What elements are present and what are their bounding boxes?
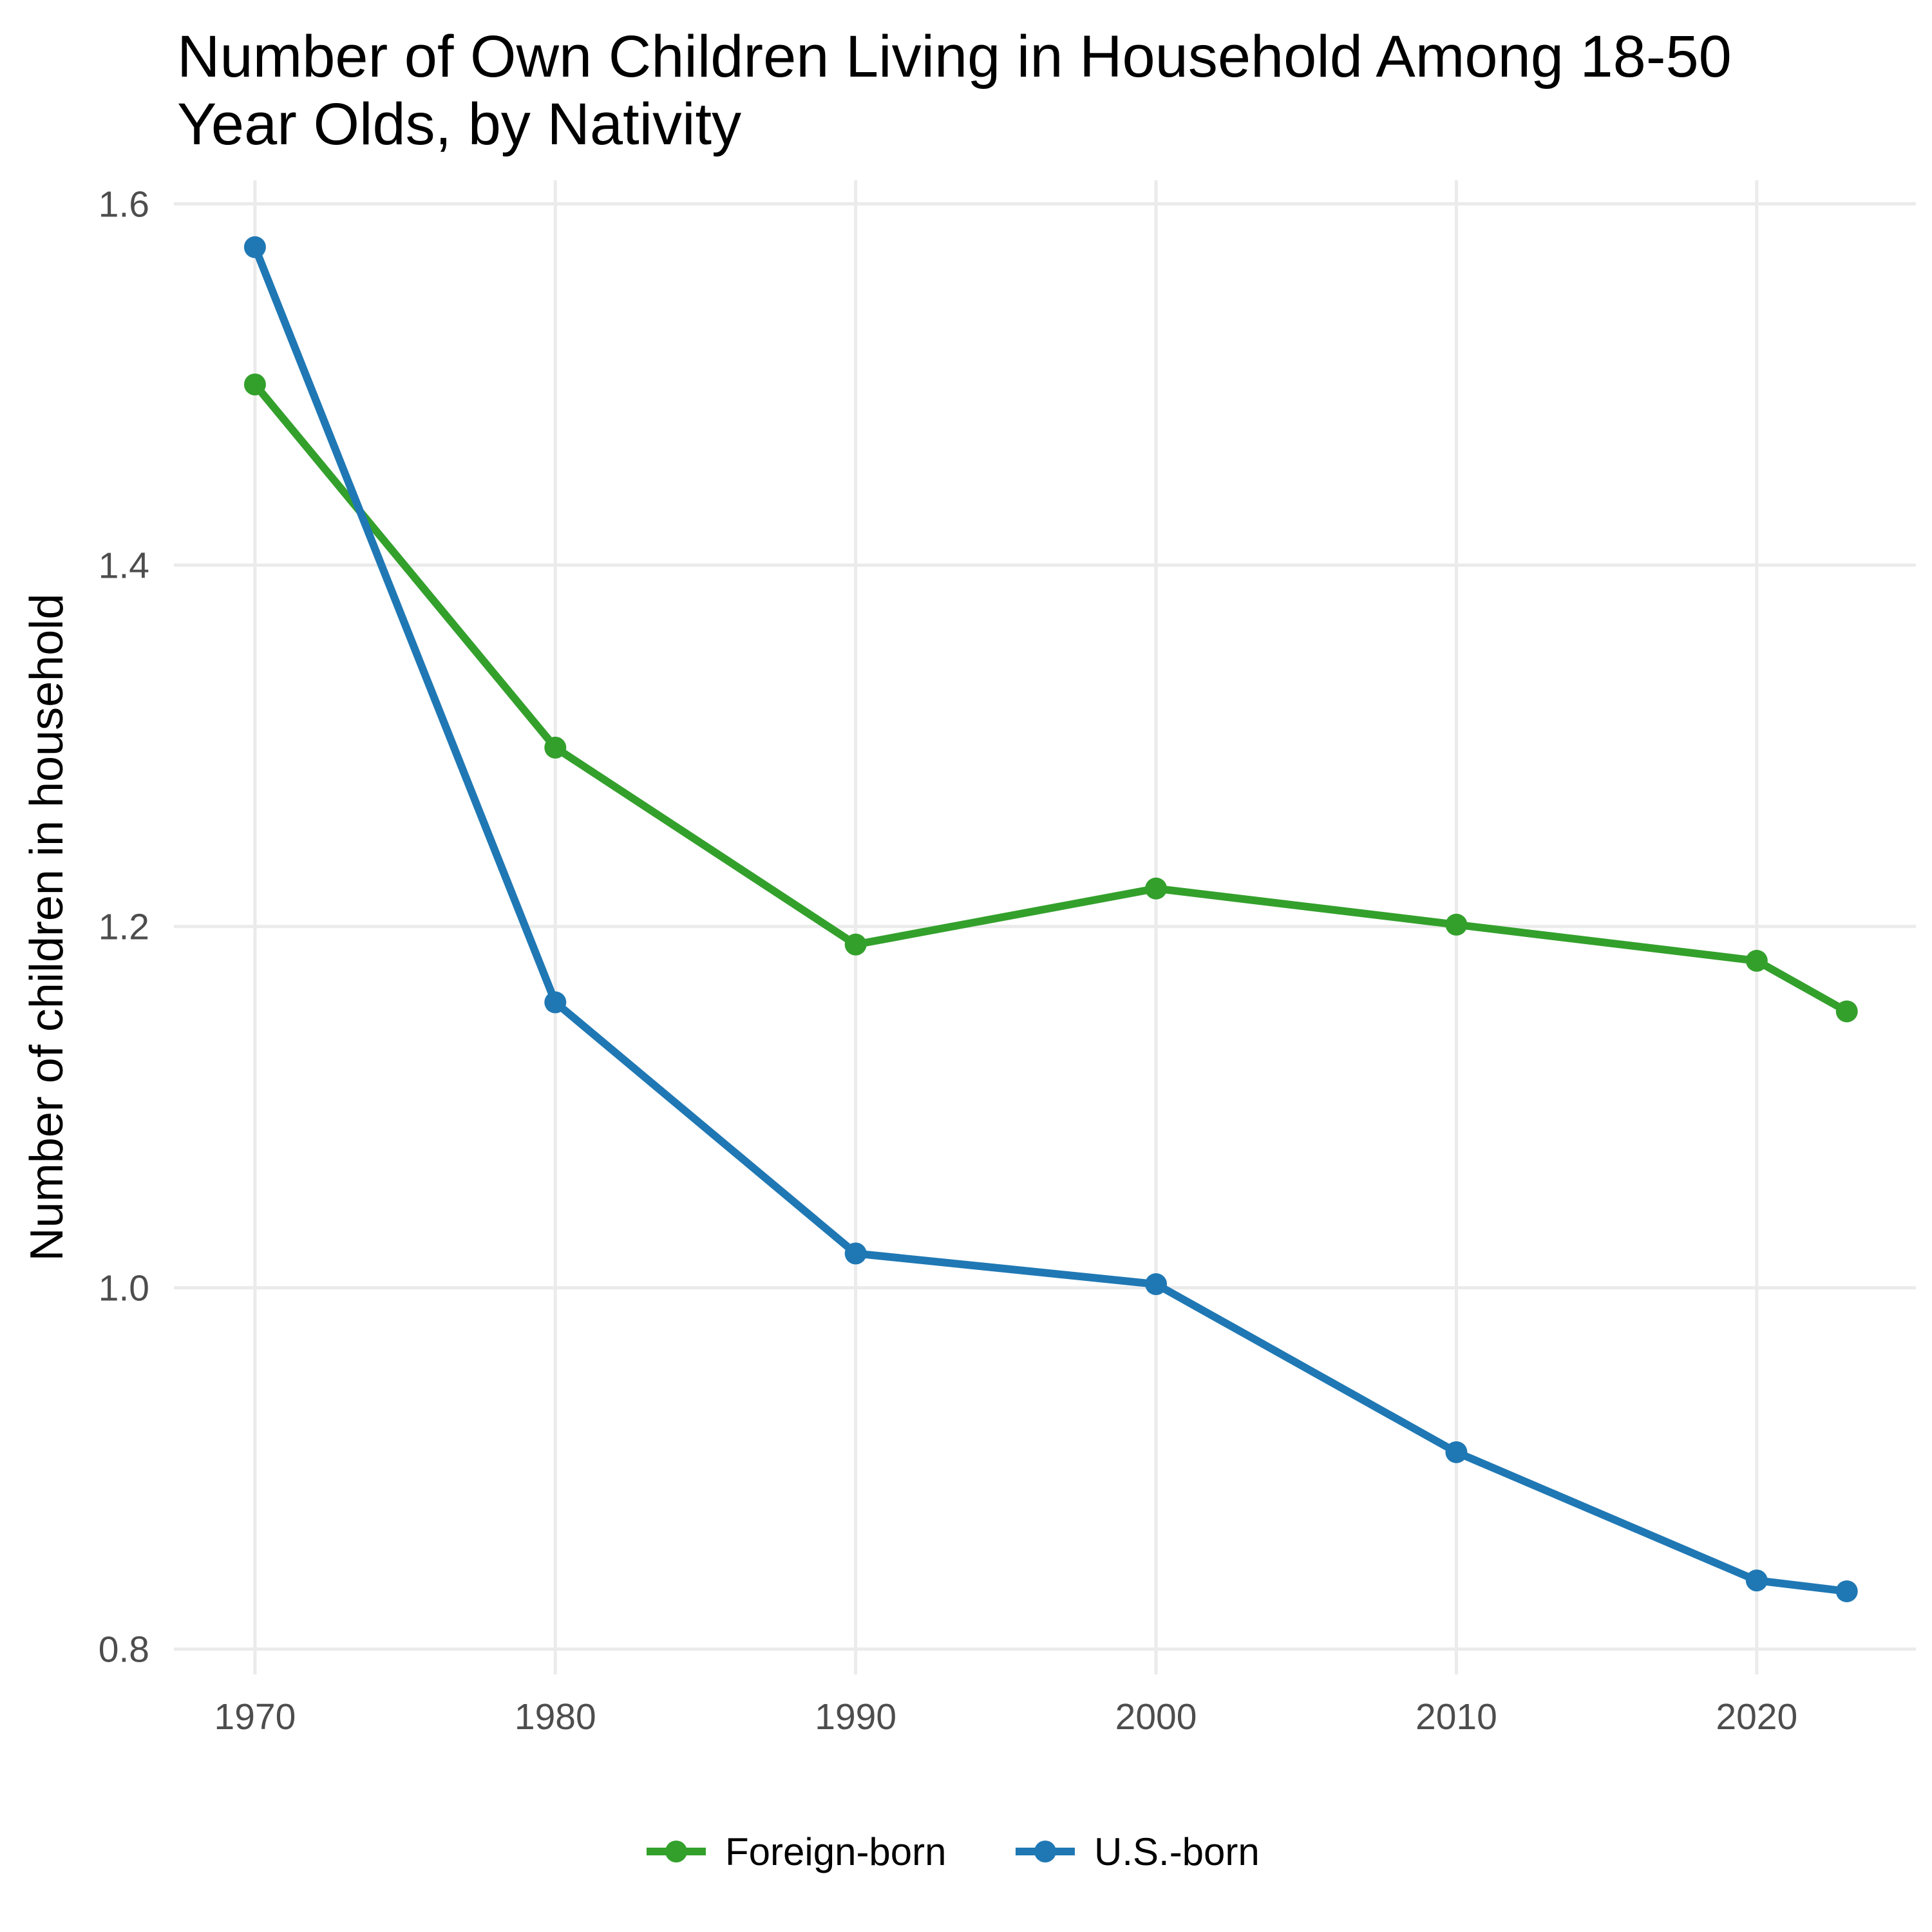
data-point: [1745, 1569, 1768, 1592]
y-tick-label: 0.8: [99, 1629, 149, 1671]
legend-item: Foreign-born: [647, 1830, 947, 1873]
y-tick-label: 1.2: [99, 907, 149, 948]
data-point: [1445, 1441, 1468, 1463]
legend-label: U.S.-born: [1094, 1830, 1260, 1873]
x-tick-label: 2020: [1716, 1696, 1797, 1738]
data-point: [544, 736, 567, 759]
x-tick-label: 1980: [515, 1696, 596, 1738]
y-tick-label: 1.4: [99, 545, 149, 587]
data-point: [1145, 877, 1168, 900]
x-tick-label: 2010: [1416, 1696, 1497, 1738]
x-tick-label: 1990: [815, 1696, 896, 1738]
legend-item: U.S.-born: [1016, 1830, 1260, 1873]
data-point: [1835, 1580, 1858, 1602]
data-point: [1145, 1273, 1168, 1296]
data-point: [844, 933, 867, 956]
series-line: [251, 245, 1848, 1595]
legend-label: Foreign-born: [725, 1830, 947, 1873]
x-tick-label: 1970: [214, 1696, 296, 1738]
data-point: [544, 991, 567, 1014]
legend-key-point: [1034, 1841, 1056, 1862]
data-point: [1835, 1000, 1858, 1023]
chart-title-line-1: Number of Own Children Living in Househo…: [177, 24, 1732, 90]
y-tick-label: 1.0: [99, 1268, 149, 1309]
y-tick-label: 1.6: [99, 184, 149, 225]
data-point: [1745, 949, 1768, 972]
data-point: [844, 1242, 867, 1265]
y-axis-title: Number of children in household: [21, 594, 73, 1262]
data-point: [243, 374, 266, 396]
series-line: [252, 382, 1849, 1015]
legend-key-point: [665, 1841, 687, 1862]
data-point: [1445, 913, 1468, 936]
data-point: [243, 236, 266, 258]
x-tick-label: 2000: [1115, 1696, 1197, 1738]
chart-title-line-2: Year Olds, by Nativity: [177, 91, 742, 157]
